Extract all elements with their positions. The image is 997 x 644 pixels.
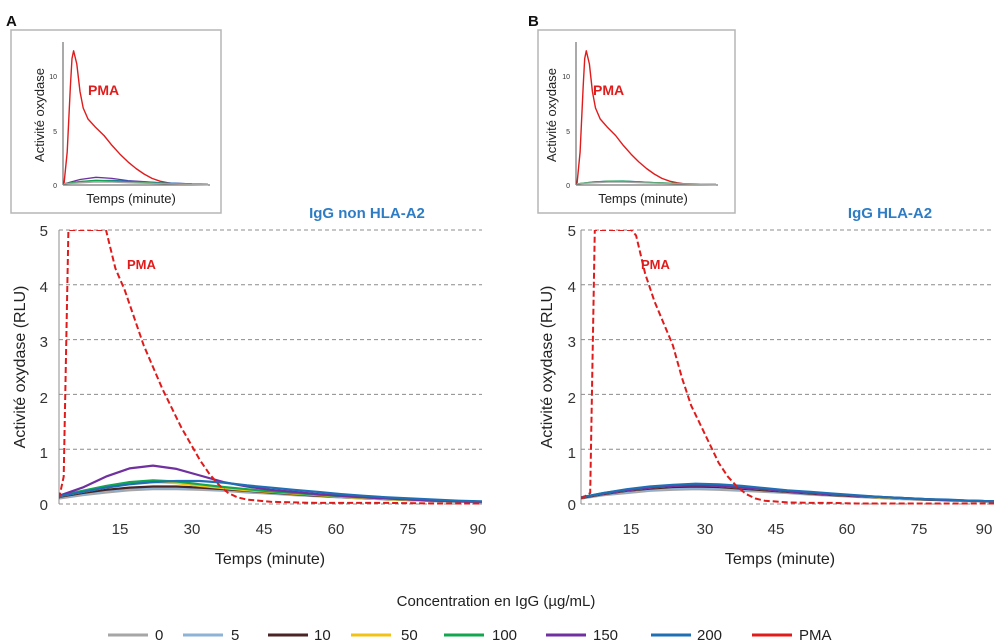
y-tick-label: 2 — [568, 390, 576, 407]
legend-item: 100 — [444, 627, 517, 644]
inset-pma-annotation-a: PMA — [88, 82, 119, 98]
legend-title: Concentration en IgG (µg/mL) — [397, 593, 596, 610]
legend: 0 5 10 50 100 150 200 PMA — [108, 627, 832, 644]
y-ticks-b: 5 4 3 2 1 0 — [568, 223, 576, 514]
legend-item: 50 — [351, 627, 418, 644]
inset-pma-annotation-b: PMA — [593, 82, 624, 98]
inset-y-axis-title-a: Activité oxydase — [32, 68, 47, 162]
chart-title-b: IgG HLA-A2 — [848, 205, 932, 222]
inset-series-group-a — [63, 50, 209, 186]
inset-y-tick-label: 10 — [49, 74, 57, 81]
main-chart-b: 5 4 3 2 1 0 15 30 45 60 75 90 Temps (min… — [539, 205, 995, 568]
y-tick-label: 5 — [568, 223, 576, 240]
y-ticks-a: 5 4 3 2 1 0 — [40, 223, 48, 514]
x-tick-label: 75 — [911, 521, 928, 538]
y-tick-label: 1 — [568, 445, 576, 462]
y-tick-label: 0 — [568, 497, 576, 514]
series-group-a — [59, 230, 483, 505]
inset-y-tick-label: 0 — [566, 183, 570, 190]
x-tick-label: 90 — [470, 521, 487, 538]
inset-y-tick-label: 5 — [53, 129, 57, 136]
series-line-pma — [59, 230, 482, 505]
y-tick-label: 2 — [40, 390, 48, 407]
legend-label: 200 — [697, 627, 722, 644]
legend-item: 0 — [108, 627, 163, 644]
x-tick-label: 60 — [328, 521, 345, 538]
series-line-200 — [581, 482, 995, 503]
y-tick-label: 0 — [40, 497, 48, 514]
x-ticks-b: 15 30 45 60 75 90 — [623, 521, 993, 538]
legend-label: 5 — [231, 627, 239, 644]
y-tick-label: 1 — [40, 445, 48, 462]
x-axis-title-a: Temps (minute) — [215, 551, 325, 568]
x-tick-label: 45 — [256, 521, 273, 538]
chart-title-a: IgG non HLA-A2 — [309, 205, 425, 222]
x-tick-label: 75 — [400, 521, 417, 538]
inset-series-line-0 — [576, 181, 717, 186]
inset-chart-b: 0 5 10 Temps (minute) Activité oxydase P… — [537, 29, 736, 214]
legend-label: PMA — [799, 627, 832, 644]
legend-label: 0 — [155, 627, 163, 644]
y-tick-label: 4 — [568, 279, 576, 296]
inset-chart-a: 0 5 10 Temps (minute) Activité oxydase P… — [10, 29, 222, 214]
legend-item: PMA — [752, 627, 832, 644]
inset-y-tick-label: 0 — [53, 183, 57, 190]
x-tick-label: 45 — [768, 521, 785, 538]
series-line-200 — [59, 479, 483, 503]
x-tick-label: 15 — [112, 521, 129, 538]
inset-y-tick-label: 10 — [562, 74, 570, 81]
grid-b — [580, 229, 994, 505]
legend-label: 50 — [401, 627, 418, 644]
legend-item: 10 — [268, 627, 331, 644]
legend-item: 5 — [183, 627, 239, 644]
pma-annotation-b: PMA — [641, 257, 671, 272]
inset-y-axis-title-b: Activité oxydase — [544, 68, 559, 162]
x-tick-label: 15 — [623, 521, 640, 538]
inset-x-axis-title-a: Temps (minute) — [86, 191, 176, 206]
x-tick-label: 30 — [697, 521, 714, 538]
grid-a — [58, 229, 482, 505]
series-group-b — [581, 230, 995, 505]
inset-series-group-b — [576, 50, 717, 186]
legend-item: 150 — [546, 627, 618, 644]
legend-item: 200 — [651, 627, 722, 644]
series-line-pma — [581, 230, 994, 505]
y-tick-label: 3 — [40, 334, 48, 351]
y-tick-label: 5 — [40, 223, 48, 240]
inset-y-tick-label: 5 — [566, 129, 570, 136]
x-tick-label: 60 — [839, 521, 856, 538]
pma-annotation-a: PMA — [127, 257, 157, 272]
inset-x-axis-title-b: Temps (minute) — [598, 191, 688, 206]
legend-label: 10 — [314, 627, 331, 644]
legend-label: 100 — [492, 627, 517, 644]
y-axis-title-b: Activité oxydase (RLU) — [539, 286, 556, 449]
panel-letter-b: B — [528, 13, 539, 30]
legend-label: 150 — [593, 627, 618, 644]
main-chart-a: 5 4 3 2 1 0 15 30 45 60 75 90 Temps (min… — [12, 205, 486, 568]
panel-letter-a: A — [6, 13, 17, 30]
y-tick-label: 3 — [568, 334, 576, 351]
x-tick-label: 90 — [976, 521, 993, 538]
y-axis-title-a: Activité oxydase (RLU) — [12, 286, 29, 449]
x-axis-title-b: Temps (minute) — [725, 551, 835, 568]
y-tick-label: 4 — [40, 279, 48, 296]
x-tick-label: 30 — [184, 521, 201, 538]
x-ticks-a: 15 30 45 60 75 90 — [112, 521, 487, 538]
inset-series-line-0 — [63, 181, 209, 186]
